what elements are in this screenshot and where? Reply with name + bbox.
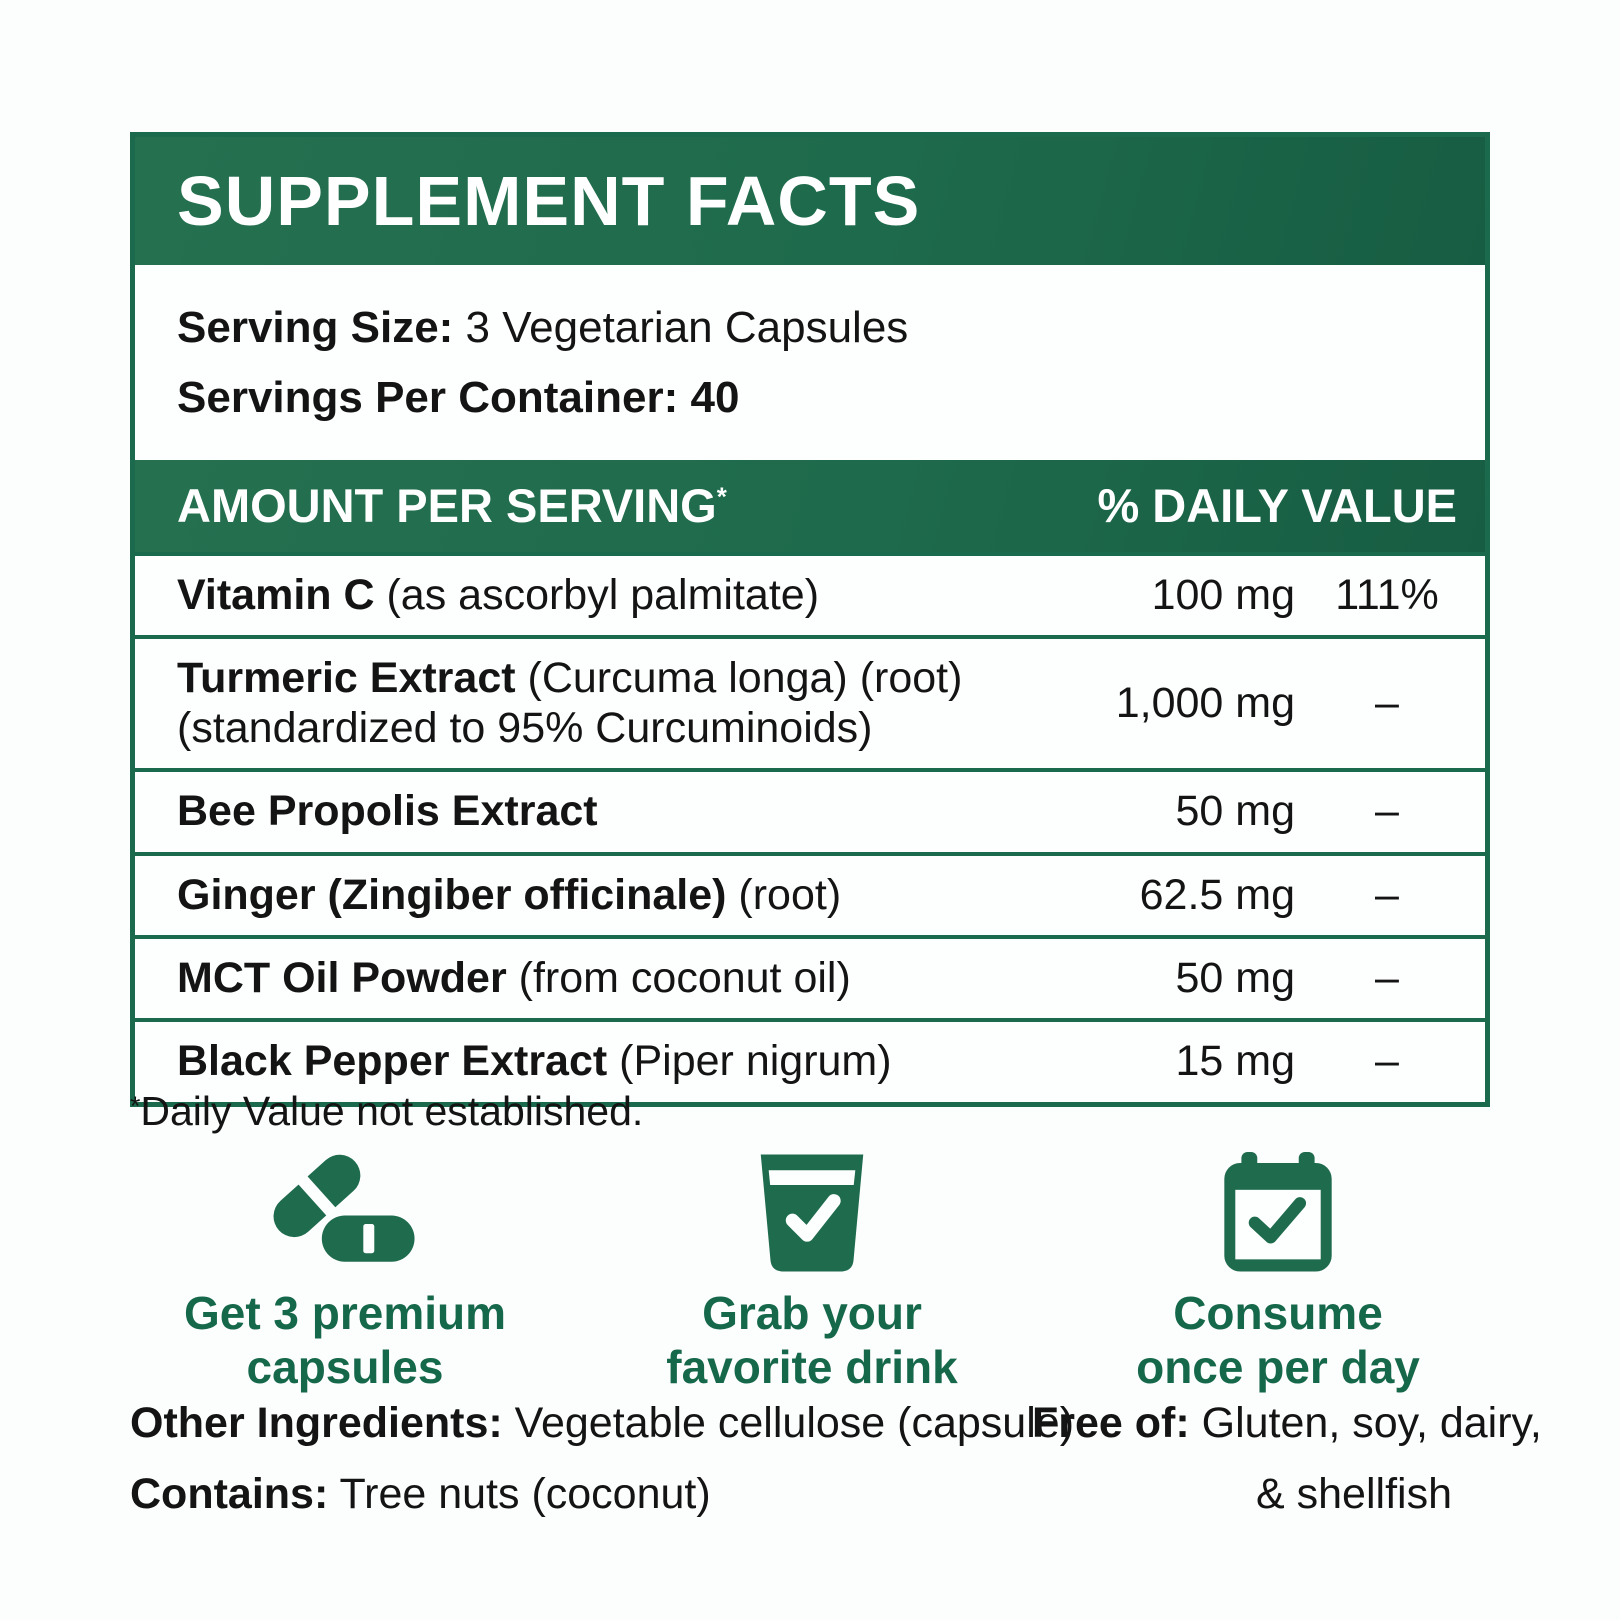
ingredient-name: MCT Oil Powder (from coconut oil) — [177, 953, 851, 1002]
step-caption: Grab your favorite drink — [666, 1287, 958, 1394]
free-of-line-2: & shellfish — [1256, 1469, 1452, 1518]
ingredient-daily-value: – — [1375, 953, 1399, 1002]
table-header-bar: AMOUNT PER SERVING* % DAILY VALUE — [135, 459, 1485, 552]
daily-value-footnote: *Daily Value not established. — [130, 1088, 644, 1134]
ingredient-daily-value: – — [1375, 678, 1399, 727]
other-ingredients-label: Other Ingredients: — [130, 1399, 503, 1447]
ingredient-amount: 62.5 mg — [1139, 870, 1295, 919]
ingredient-name: Bee Propolis Extract — [177, 787, 598, 836]
ingredient-name: Turmeric Extract (Curcuma longa) (root) … — [177, 654, 963, 752]
ingredient-amount: 50 mg — [1175, 787, 1295, 836]
free-of-block: Free of: Gluten, soy, dairy, & shellfish — [1032, 1388, 1542, 1529]
serving-info: Serving Size: 3 Vegetarian Capsules Serv… — [135, 265, 1485, 460]
step-caption: Get 3 premium capsules — [183, 1287, 507, 1394]
panel-title: SUPPLEMENT FACTS — [177, 162, 921, 240]
table-row: Turmeric Extract (Curcuma longa) (root) … — [135, 635, 1485, 769]
table-row: MCT Oil Powder (from coconut oil) 50 mg … — [135, 934, 1485, 1019]
step-calendar: Consume once per day — [1058, 1146, 1498, 1395]
serving-size-value: 3 Vegetarian Capsules — [453, 303, 909, 352]
step-capsules: Get 3 premium capsules — [125, 1146, 565, 1395]
servings-per-container-line: Servings Per Container: 40 — [177, 363, 1465, 433]
ingredient-daily-value: 111% — [1335, 570, 1439, 619]
table-row: Ginger (Zingiber officinale) (root) 62.5… — [135, 851, 1485, 935]
ingredient-amount: 50 mg — [1175, 953, 1295, 1002]
free-of-line-1: Free of: Gluten, soy, dairy, — [1032, 1388, 1542, 1459]
table-row: Black Pepper Extract (Piper nigrum) 15 m… — [135, 1018, 1485, 1102]
contains-line: Contains: Tree nuts (coconut) — [130, 1459, 1074, 1530]
ingredient-name: Ginger (Zingiber officinale) (root) — [177, 870, 842, 919]
ingredient-daily-value: – — [1375, 870, 1399, 919]
column-amount-per-serving: AMOUNT PER SERVING* — [177, 479, 727, 533]
ingredient-daily-value: – — [1375, 1037, 1399, 1086]
servings-per-container-value: 40 — [678, 373, 740, 423]
ingredient-name: Black Pepper Extract (Piper nigrum) — [177, 1037, 892, 1086]
other-ingredients-line: Other Ingredients: Vegetable cellulose (… — [130, 1388, 1074, 1459]
ingredient-daily-value: – — [1375, 787, 1399, 836]
ingredient-name: Vitamin C (as ascorbyl palmitate) — [177, 570, 820, 619]
footnote-asterisk: * — [130, 1091, 141, 1121]
ingredient-amount: 1,000 mg — [1115, 678, 1295, 727]
ingredient-amount: 15 mg — [1175, 1037, 1295, 1086]
other-ingredients-block: Other Ingredients: Vegetable cellulose (… — [130, 1388, 1074, 1529]
free-of-label: Free of: — [1032, 1399, 1190, 1447]
step-caption: Consume once per day — [1136, 1287, 1420, 1394]
free-of-value: Gluten, soy, dairy, — [1189, 1399, 1542, 1447]
step-drink: Grab your favorite drink — [592, 1146, 1032, 1395]
footnote-mark: * — [716, 483, 727, 512]
capsules-icon — [125, 1146, 565, 1274]
serving-size-line: Serving Size: 3 Vegetarian Capsules — [177, 293, 1465, 363]
servings-per-container-label: Servings Per Container: — [177, 373, 679, 423]
drink-check-icon — [592, 1146, 1032, 1274]
table-row: Vitamin C (as ascorbyl palmitate) 100 mg… — [135, 551, 1485, 636]
contains-value: Tree nuts (coconut) — [328, 1469, 711, 1518]
column-daily-value: % DAILY VALUE — [1097, 479, 1457, 533]
contains-label: Contains: — [130, 1469, 329, 1518]
serving-size-label: Serving Size: — [177, 303, 454, 352]
panel-header: SUPPLEMENT FACTS — [135, 137, 1485, 265]
ingredient-amount: 100 mg — [1151, 570, 1295, 619]
other-ingredients-value: Vegetable cellulose (capsule) — [502, 1399, 1075, 1447]
calendar-check-icon — [1058, 1146, 1498, 1274]
table-row: Bee Propolis Extract 50 mg – — [135, 768, 1485, 852]
supplement-facts-panel: SUPPLEMENT FACTS Serving Size: 3 Vegetar… — [130, 132, 1490, 1107]
